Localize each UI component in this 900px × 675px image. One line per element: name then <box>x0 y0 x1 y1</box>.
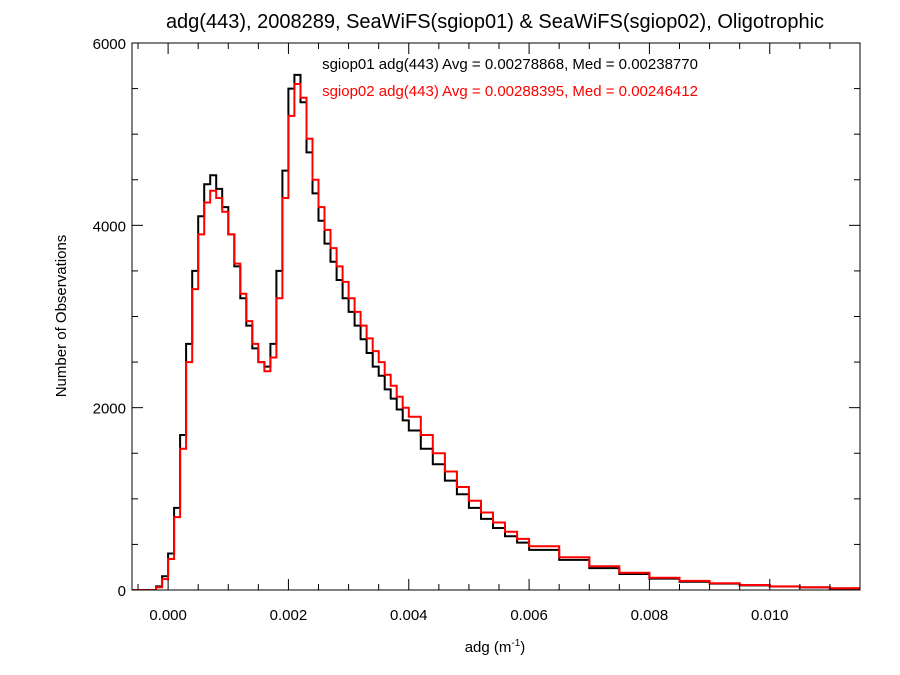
series-line-1 <box>132 73 860 590</box>
y-axis: 0 2000 4000 6000 <box>93 36 860 600</box>
legend-entry-sgiop02: sgiop02 adg(443) Avg = 0.00288395, Med =… <box>322 83 698 100</box>
y-tick-label: 2000 <box>93 401 126 418</box>
x-axis: 0.000 0.002 0.004 0.006 0.008 0.010 <box>137 43 861 624</box>
x-tick-label: 0.010 <box>751 607 789 624</box>
y-tick-label: 6000 <box>93 36 126 53</box>
legend-entry-sgiop01: sgiop01 adg(443) Avg = 0.00278868, Med =… <box>322 56 698 73</box>
chart-title: adg(443), 2008289, SeaWiFS(sgiop01) & Se… <box>166 11 824 33</box>
series-line-2 <box>132 83 860 590</box>
x-tick-label: 0.004 <box>390 607 428 624</box>
x-tick-label: 0.000 <box>149 607 187 624</box>
x-axis-label-superscript: -1 <box>511 638 520 649</box>
y-tick-label: 4000 <box>93 218 126 235</box>
y-tick-label: 0 <box>118 583 126 600</box>
plot-frame <box>131 42 861 591</box>
x-axis-label-close: ) <box>520 639 525 656</box>
x-axis-label: adg (m-1) <box>465 638 526 656</box>
x-axis-label-main: adg (m <box>465 639 512 656</box>
legend: sgiop01 adg(443) Avg = 0.00278868, Med =… <box>322 56 698 100</box>
y-axis-label: Number of Observations <box>53 235 70 398</box>
x-tick-label: 0.002 <box>270 607 308 624</box>
x-tick-label: 0.008 <box>631 607 669 624</box>
series-layer <box>132 73 860 590</box>
x-tick-label: 0.006 <box>510 607 548 624</box>
